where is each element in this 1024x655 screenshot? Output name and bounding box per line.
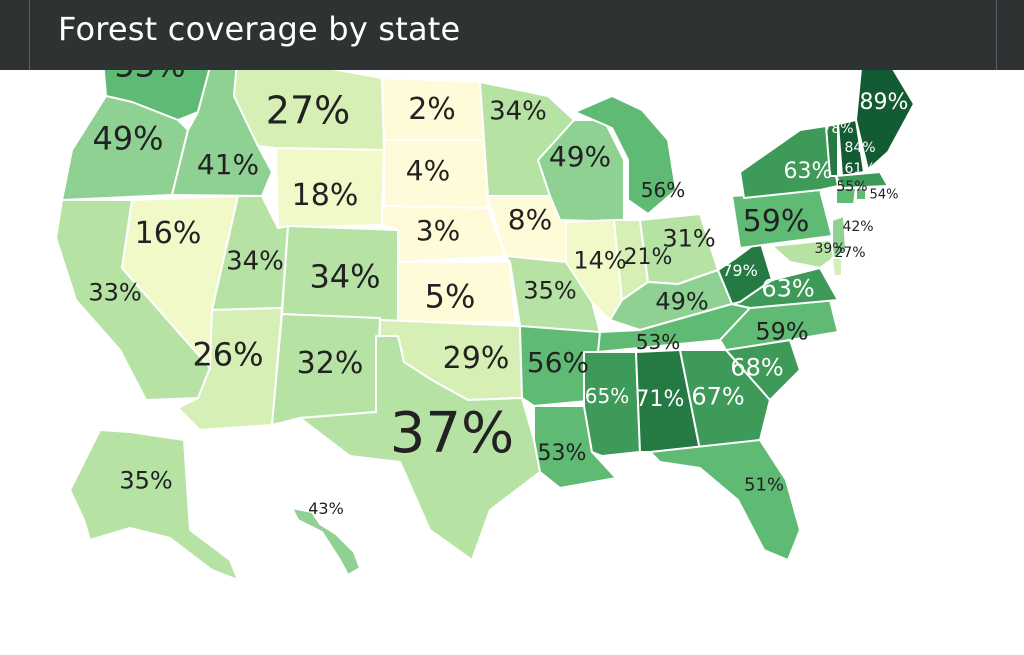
state-ct [835,187,857,205]
state-label-de: 27% [834,245,865,261]
state-ri [855,187,867,201]
state-md [771,239,835,269]
state-label-ma: 61% [844,161,875,177]
state-ak [69,429,239,581]
state-label-la: 53% [538,441,587,466]
state-label-ky: 49% [655,288,708,316]
state-shapes [55,70,915,581]
state-label-nc: 59% [755,318,808,346]
state-label-va: 63% [761,275,814,303]
state-label-wa: 53% [114,70,185,85]
state-label-wi: 49% [549,140,611,173]
state-label-tn: 53% [636,330,680,354]
state-label-ak: 35% [119,467,172,495]
state-label-tx: 37% [390,401,514,466]
us-forest-map: 53% 49% 33% 41% 16% 27% 18% 34% 26% 34% 32% 2% 4% 3% 5… [55,70,915,581]
state-label-pa: 59% [743,204,810,239]
state-de [831,257,843,277]
state-labels: 53% 49% 33% 41% 16% 27% 18% 34% 26% 34% 32% 2% 4% 3% 5… [88,70,908,518]
state-label-ok: 29% [443,341,510,376]
state-label-ks: 5% [425,278,476,316]
state-label-il: 14% [573,247,626,275]
state-label-oh: 31% [662,225,715,253]
state-label-sd: 4% [406,154,450,187]
state-label-wv: 79% [722,261,758,280]
state-label-mo: 35% [523,277,576,305]
state-ks [397,261,516,323]
state-label-ia: 8% [508,203,552,236]
state-label-ri: 54% [870,188,899,203]
state-label-nm: 32% [297,346,364,381]
state-label-vt: 78% [822,121,853,137]
state-label-co: 34% [309,258,380,296]
state-label-al: 71% [636,387,685,412]
state-label-ny: 63% [784,159,833,184]
state-wi [537,119,625,223]
state-label-mi: 56% [641,178,685,202]
state-label-or: 49% [92,120,163,158]
state-label-md: 39% [814,241,845,257]
state-ma [835,171,889,189]
state-label-ga: 67% [691,383,744,411]
page-title: Forest coverage by state [58,10,461,48]
state-label-az: 26% [192,336,263,374]
state-label-ut: 34% [226,246,284,276]
state-label-nh: 84% [844,140,875,156]
state-fl [649,439,801,561]
state-label-hi: 43% [308,499,344,518]
state-label-nd: 2% [408,92,456,127]
state-nh [837,119,865,177]
state-label-fl: 51% [744,474,784,495]
state-tx [299,335,541,561]
state-mi [574,95,677,215]
header-divider-left [29,0,30,70]
state-hi [291,507,361,576]
state-label-ca: 33% [88,279,141,307]
header-divider-right [996,0,997,70]
state-label-in: 21% [624,245,673,270]
state-label-ms: 65% [585,384,629,408]
header-bar: Forest coverage by state [0,0,1024,70]
state-ar [519,325,601,407]
state-label-ne: 3% [416,214,460,247]
state-label-sc: 68% [730,354,783,382]
state-label-nv: 16% [135,216,202,251]
state-label-mn: 34% [489,96,547,126]
state-label-wy: 18% [292,178,359,213]
state-label-nj: 42% [842,219,873,235]
state-me [855,70,915,171]
state-label-mt: 27% [266,89,350,133]
state-wv [717,239,773,305]
state-label-ct: 55% [836,179,867,195]
state-label-ar: 56% [527,346,589,379]
state-label-id: 41% [197,148,259,181]
state-ny [739,125,839,199]
state-label-me: 89% [860,90,909,115]
